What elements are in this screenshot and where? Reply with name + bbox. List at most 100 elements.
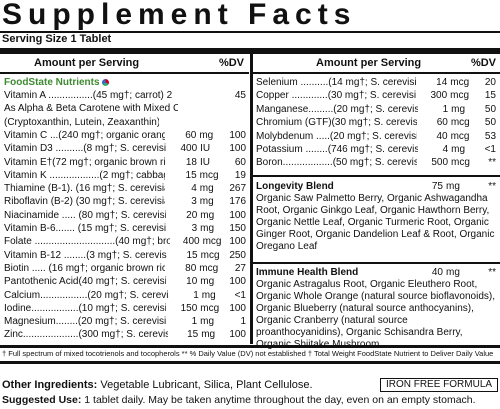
left-unit (204, 103, 229, 115)
right-row: Selenium ..........(14 mg†; S. cerevisia… (256, 77, 496, 89)
right-dv: 50 (484, 103, 497, 115)
other-ingredients: Other Ingredients: Vegetable Lubricant, … (2, 379, 313, 391)
left-name: As Alpha & Beta Carotene with Mixed Caro… (4, 103, 178, 115)
right-row: Molybdenum .....(20 mg†; S. cerevisiae) 4… (256, 131, 496, 143)
suggested-use-text: 1 tablet daily. May be taken anytime thr… (81, 394, 476, 406)
suggested-use: Suggested Use: 1 tablet daily. May be ta… (2, 394, 476, 406)
right-name: Selenium ..........(14 mg†; S. cerevisia… (256, 77, 417, 88)
right-header-rule (253, 72, 500, 74)
immune-blend-amount: 40 (431, 267, 443, 278)
title-rule (0, 31, 500, 33)
left-dv: 100 (229, 209, 246, 221)
left-amt: 15 (185, 169, 197, 181)
left-dv: 100 (229, 276, 246, 288)
right-dv: 53 (484, 130, 497, 142)
left-row: Calcium.................(20 mg†; S. cere… (4, 290, 246, 302)
iron-free-badge: IRON FREE FORMULA (380, 378, 498, 392)
left-unit: mg (199, 196, 214, 208)
left-amt: 20 (186, 209, 198, 221)
immune-blend-header: Immune Health Blend 40 mg ** (256, 267, 496, 279)
left-dv: 100 (229, 143, 247, 155)
right-unit: mcg (450, 77, 470, 88)
left-unit: mcg (199, 262, 219, 274)
left-dv: 100 (229, 302, 246, 314)
right-name: Potassium ........(746 mg†; S. cerevisia… (256, 144, 418, 155)
right-row: Potassium ........(746 mg†; S. cerevisia… (256, 144, 496, 156)
left-dv: 60 (234, 156, 246, 168)
left-dv: 27 (234, 262, 246, 274)
left-amt: 1 (193, 289, 199, 301)
immune-blend-unit: mg (446, 267, 460, 278)
left-dv: 267 (229, 183, 247, 195)
left-unit: mg (201, 329, 216, 341)
left-name: Thiamine (B-1). (16 mg†; S. cerevisiae) (4, 183, 166, 195)
left-row: Thiamine (B-1). (16 mg†; S. cerevisiae) 4… (4, 183, 246, 195)
left-unit: mg (200, 276, 215, 288)
left-row: Vitamin D3 ..........(8 mg†; S. cerevisi… (4, 143, 246, 155)
left-row: Magnesium........(20 mg†; S. cerevisiae)… (4, 316, 246, 328)
left-unit: mg (199, 129, 214, 141)
left-name: Zinc....................(300 mg†; S. cer… (4, 329, 168, 341)
left-dv (224, 117, 246, 129)
left-row: Vitamin C ...(240 mg†; organic orange) 60… (4, 130, 246, 142)
right-unit: mg (451, 103, 466, 115)
left-row: Vitamin A ................(45 mg†; carro… (4, 90, 246, 102)
longevity-blend-ingredients: Organic Saw Palmetto Berry, Organic Ashw… (256, 193, 495, 252)
right-header: Amount per Serving %DV (256, 57, 496, 69)
right-header-amount: Amount per Serving (316, 57, 422, 69)
left-unit: mcg (199, 169, 219, 181)
left-dv: 100 (229, 129, 246, 141)
left-unit: mg (200, 316, 215, 328)
right-amt: 60 (436, 117, 448, 129)
left-dv (229, 103, 246, 115)
left-amt: 400 (180, 143, 198, 155)
left-name: Pantothenic Acid(40 mg†; S. cerevisiae) (4, 276, 167, 288)
right-amt: 4 (442, 144, 449, 155)
left-unit: mcg (202, 236, 222, 248)
serving-rule (0, 48, 500, 54)
left-row: Pantothenic Acid(40 mg†; S. cerevisiae) 1… (4, 276, 246, 288)
right-name: Copper .............(30 mg†; S. cerevisi… (256, 90, 416, 102)
left-name: Vitamin D3 ..........(8 mg†; S. cerevisi… (4, 143, 166, 155)
left-name: Calcium.................(20 mg†; S. cere… (4, 289, 169, 301)
left-unit (201, 90, 228, 102)
left-unit: mcg (200, 302, 220, 314)
left-name: Biotin ..... (16 mg†; organic brown rice… (4, 262, 165, 274)
left-name: (Cryptoxanthin, Lutein, Zeaxanthin) (4, 116, 160, 128)
left-amt: 15 (187, 329, 199, 341)
left-dv: 150 (229, 223, 246, 234)
foodstate-logo-icon (101, 78, 109, 86)
longevity-rule (253, 175, 500, 177)
immune-blend-dv: ** (488, 267, 496, 278)
left-dv: 100 (229, 236, 246, 248)
right-row: Manganese.........(20 mg†; S. cerevisiae… (256, 104, 496, 116)
right-unit: mcg (450, 130, 470, 142)
longevity-blend-title: Longevity Blend (256, 181, 334, 192)
left-header-rule (0, 72, 249, 74)
left-amt: 80 (185, 262, 197, 274)
longevity-blend-amount: 75 (431, 181, 443, 192)
left-amt (178, 103, 204, 115)
right-unit: mcg (451, 157, 470, 169)
left-unit: mg (199, 183, 214, 195)
left-amt (159, 117, 193, 129)
left-amt: 1 (191, 316, 198, 328)
left-unit (193, 117, 224, 129)
left-amt: 4 (191, 183, 197, 195)
left-name: Vitamin B-6....... (15 mg†; S. cerevisia… (4, 223, 166, 234)
left-row: Vitamin B-12 ........(3 mg†; S. cerevisi… (4, 250, 246, 262)
suggested-use-label: Suggested Use: (2, 394, 82, 406)
left-dv: 176 (229, 196, 247, 208)
left-amt: 400 (182, 236, 200, 248)
left-dv: <1 (234, 289, 246, 301)
right-header-dv: %DV (470, 57, 496, 69)
right-amt: 14 (436, 77, 448, 88)
left-unit: mg (201, 289, 216, 301)
right-row: Boron..................(50 mg†; S. cerev… (256, 157, 496, 169)
footnote: † Full spectrum of mixed tocotrienols an… (2, 349, 494, 358)
left-name: Vitamin K ..................(2 mg†; cabb… (4, 169, 166, 181)
right-amt: 1 (442, 103, 449, 115)
left-dv: 45 (234, 90, 246, 101)
column-divider (250, 54, 253, 344)
right-dv: ** (488, 157, 496, 169)
